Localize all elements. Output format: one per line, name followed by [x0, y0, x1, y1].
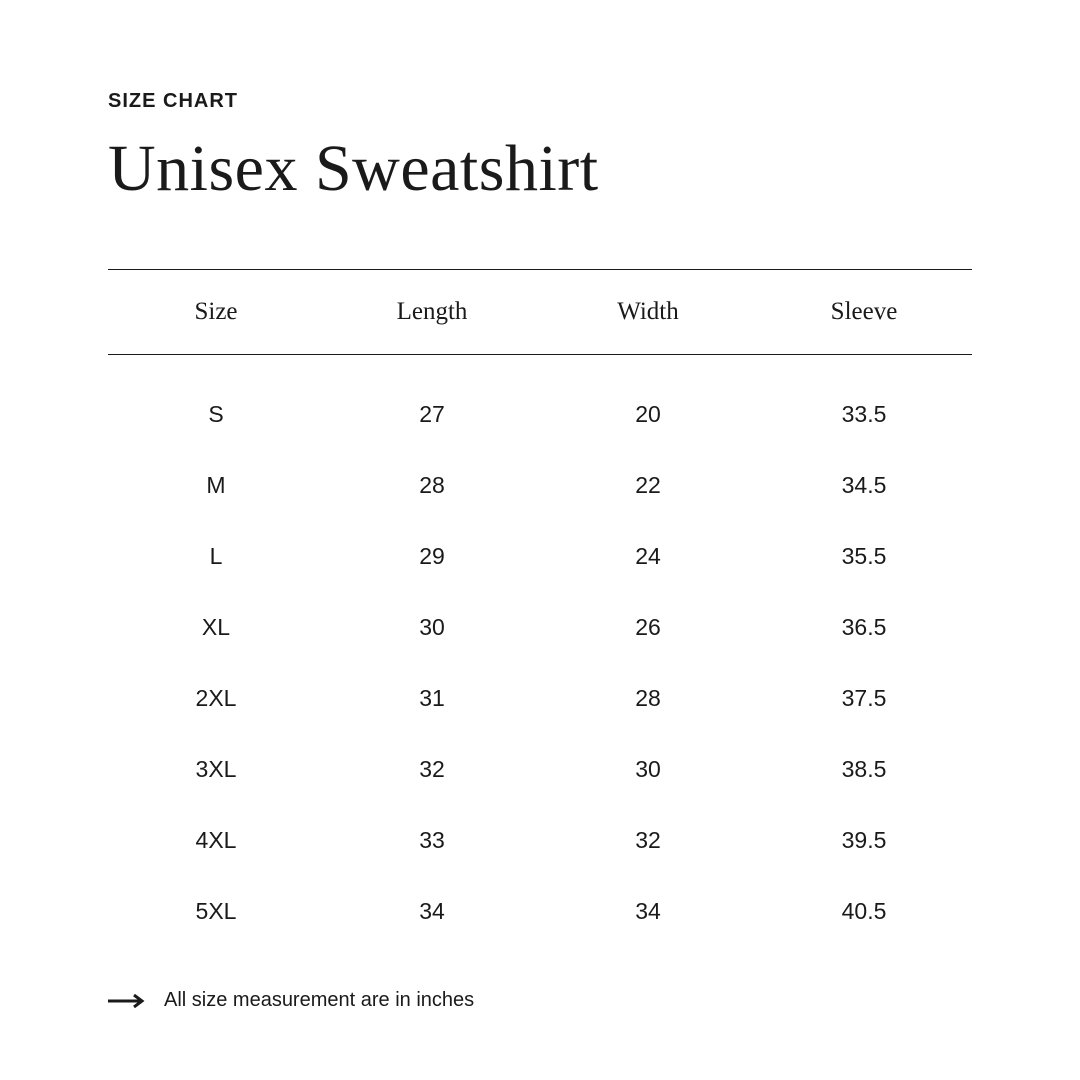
cell-sleeve: 37.5	[756, 685, 972, 712]
cell-length: 32	[324, 756, 540, 783]
cell-size: 3XL	[108, 756, 324, 783]
cell-sleeve: 35.5	[756, 543, 972, 570]
cell-size: 4XL	[108, 827, 324, 854]
cell-width: 28	[540, 685, 756, 712]
footer-note-text: All size measurement are in inches	[164, 989, 474, 1012]
column-header-width: Width	[540, 298, 756, 326]
footer-note: All size measurement are in inches	[108, 989, 972, 1012]
cell-size: XL	[108, 614, 324, 641]
table-row: XL 30 26 36.5	[108, 592, 972, 663]
cell-size: M	[108, 472, 324, 499]
cell-size: S	[108, 401, 324, 428]
cell-size: 5XL	[108, 898, 324, 925]
table-row: 2XL 31 28 37.5	[108, 663, 972, 734]
cell-length: 34	[324, 898, 540, 925]
table-row: M 28 22 34.5	[108, 450, 972, 521]
cell-width: 24	[540, 543, 756, 570]
table-header-row: Size Length Width Sleeve	[108, 269, 972, 355]
cell-sleeve: 40.5	[756, 898, 972, 925]
table-body: S 27 20 33.5 M 28 22 34.5 L 29 24 35.5 X…	[108, 355, 972, 947]
cell-width: 34	[540, 898, 756, 925]
cell-size: L	[108, 543, 324, 570]
cell-length: 31	[324, 685, 540, 712]
cell-width: 20	[540, 401, 756, 428]
cell-length: 33	[324, 827, 540, 854]
cell-sleeve: 33.5	[756, 401, 972, 428]
table-row: 5XL 34 34 40.5	[108, 876, 972, 947]
cell-sleeve: 34.5	[756, 472, 972, 499]
cell-width: 22	[540, 472, 756, 499]
cell-sleeve: 36.5	[756, 614, 972, 641]
column-header-sleeve: Sleeve	[756, 298, 972, 326]
table-row: L 29 24 35.5	[108, 521, 972, 592]
cell-width: 30	[540, 756, 756, 783]
cell-sleeve: 39.5	[756, 827, 972, 854]
column-header-size: Size	[108, 298, 324, 326]
table-row: 3XL 32 30 38.5	[108, 734, 972, 805]
cell-size: 2XL	[108, 685, 324, 712]
cell-length: 30	[324, 614, 540, 641]
cell-length: 27	[324, 401, 540, 428]
cell-sleeve: 38.5	[756, 756, 972, 783]
cell-length: 29	[324, 543, 540, 570]
column-header-length: Length	[324, 298, 540, 326]
size-chart-table: Size Length Width Sleeve S 27 20 33.5 M …	[108, 269, 972, 947]
cell-width: 32	[540, 827, 756, 854]
table-row: S 27 20 33.5	[108, 379, 972, 450]
table-row: 4XL 33 32 39.5	[108, 805, 972, 876]
arrow-right-icon	[108, 994, 146, 1008]
chart-label: SIZE CHART	[108, 90, 972, 113]
cell-width: 26	[540, 614, 756, 641]
page-title: Unisex Sweatshirt	[108, 131, 972, 207]
cell-length: 28	[324, 472, 540, 499]
